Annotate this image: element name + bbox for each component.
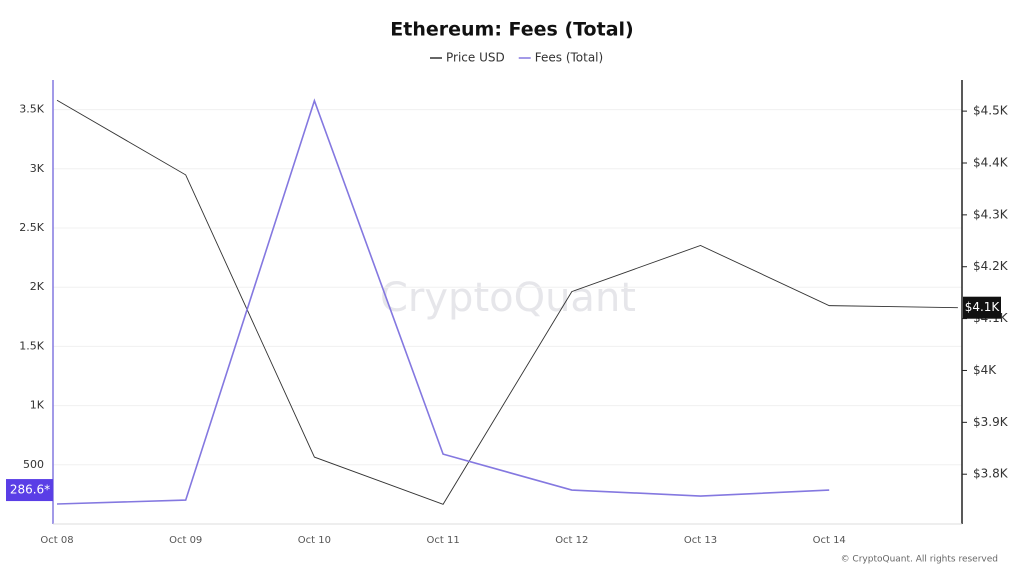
watermark: CryptoQuant [380,275,636,321]
fees-badge-label: 286.6* [10,483,50,497]
y-tick-label: 1K [30,399,45,412]
legend-label: Price USD [446,51,505,65]
fees-badge [6,479,53,502]
x-tick-label: Oct 08 [40,535,73,546]
y-tick-label: 3K [30,162,45,175]
y2-tick-label: $4.3K [973,207,1009,221]
x-tick-label: Oct 10 [298,535,331,546]
x-tick-label: Oct 14 [813,535,846,546]
x-tick-label: Oct 13 [684,535,717,546]
x-tick-label: Oct 11 [426,535,459,546]
y2-tick-label: $3.8K [973,467,1009,481]
y-tick-label: 500 [23,458,44,471]
chart-title: Ethereum: Fees (Total) [390,19,633,41]
price-badge [963,296,1001,319]
legend-label: Fees (Total) [535,51,603,65]
y-tick-label: 3.5K [19,103,44,116]
series-line [56,99,958,505]
copyright: © CryptoQuant. All rights reserved [841,555,998,565]
y2-tick-label: $4.2K [973,259,1009,273]
y-tick-label: 2.5K [19,221,44,234]
y-tick-label: 1.5K [19,339,44,352]
price-badge-label: $4.1K [965,300,1001,314]
y2-tick-label: $4K [973,363,997,377]
x-tick-label: Oct 09 [169,535,202,546]
y2-tick-label: $3.9K [973,415,1009,429]
y2-tick-label: $4.4K [973,155,1009,169]
y2-tick-label: $4.5K [973,104,1009,118]
y-tick-label: 2K [30,280,45,293]
series-line [56,98,830,505]
x-tick-label: Oct 12 [555,535,588,546]
